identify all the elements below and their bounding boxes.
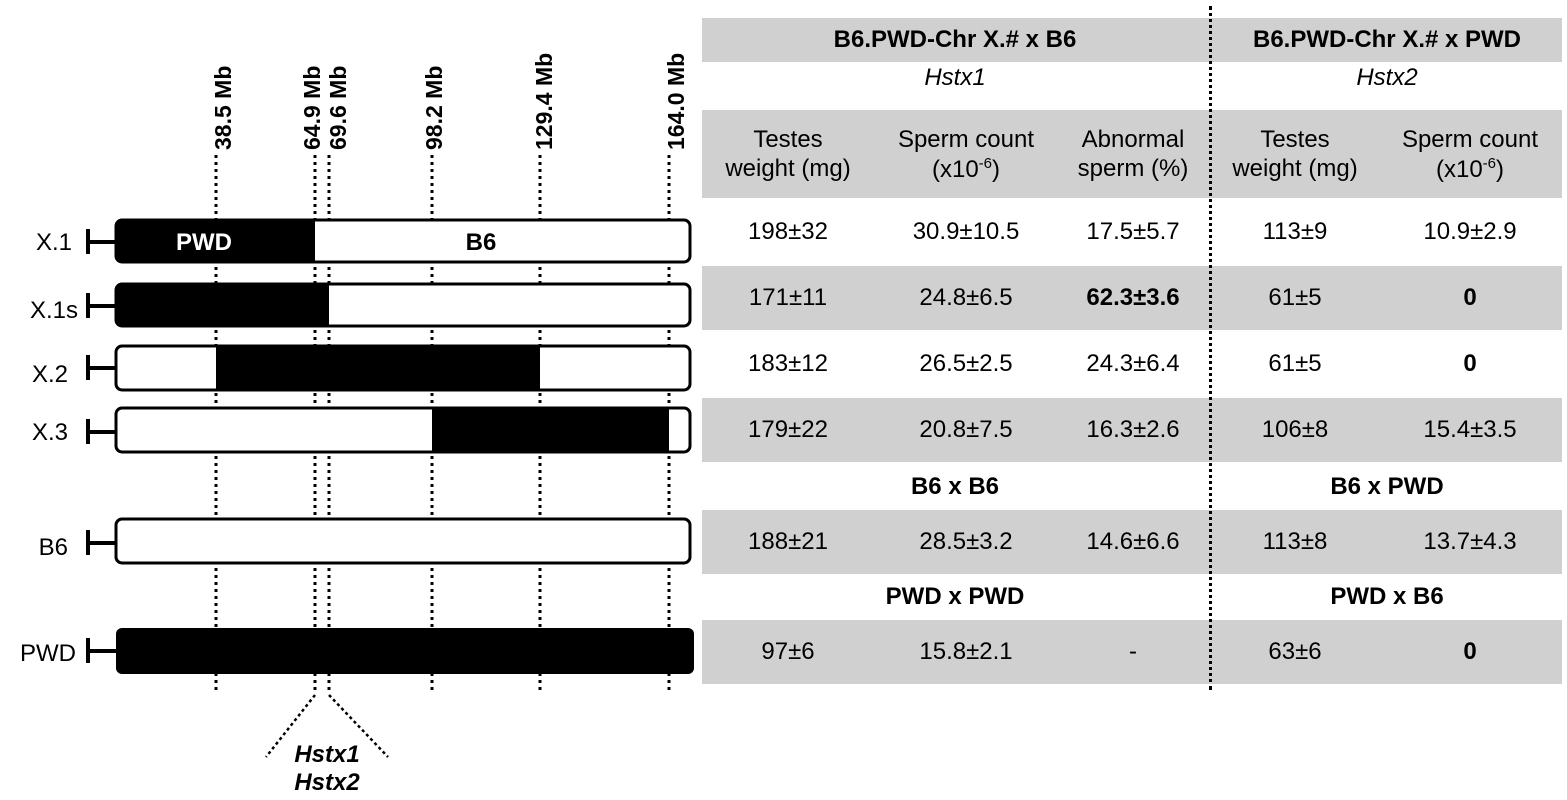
table-cell: 17.5±5.7 bbox=[1086, 217, 1180, 245]
col-header-sperm-count: Sperm count (x10-6) bbox=[874, 112, 1058, 198]
cross2-locus: Hstx2 bbox=[1356, 63, 1418, 91]
locus-hstx1: Hstx1 bbox=[294, 741, 359, 768]
table-cell: 0 bbox=[1463, 283, 1477, 311]
cross1-title: B6.PWD-Chr X.# x B6 bbox=[833, 25, 1077, 53]
strain-label: X.2 bbox=[32, 361, 68, 388]
pwd-segment bbox=[432, 408, 669, 452]
table-cell: 15.4±3.5 bbox=[1423, 415, 1517, 443]
table-cell: 97±6 bbox=[761, 637, 815, 665]
marker-label-98-2: 98.2 Mb bbox=[421, 66, 447, 150]
table-cell: 183±12 bbox=[748, 349, 828, 377]
col-header-line: sperm (%) bbox=[1077, 155, 1189, 182]
col-header-line: Sperm count bbox=[1401, 125, 1539, 153]
pwd-segment bbox=[116, 284, 329, 326]
row-band-b6 bbox=[702, 510, 1562, 574]
table-cell: 179±22 bbox=[748, 415, 828, 443]
table-cell: 10.9±2.9 bbox=[1423, 217, 1517, 245]
subheader-pwd-x-b6: PWD x B6 bbox=[1330, 582, 1444, 610]
table-cell: 61±5 bbox=[1268, 283, 1322, 311]
locus-callout: Hstx1 Hstx2 bbox=[265, 694, 389, 796]
col-header-line: weight (mg) bbox=[1232, 155, 1358, 182]
cross-divider bbox=[1209, 6, 1212, 690]
marker-label-64-9: 64.9 Mb bbox=[299, 66, 325, 150]
centromere-icon bbox=[86, 419, 116, 444]
row-band-x3 bbox=[702, 398, 1562, 462]
col-header-testes-weight-2: Testes weight (mg) bbox=[1212, 112, 1378, 198]
table-cell: 0 bbox=[1463, 349, 1477, 377]
col-header-line: (x10-6) bbox=[931, 154, 1001, 183]
strain-row-x2: X.2 bbox=[32, 344, 692, 392]
table-cell: 106±8 bbox=[1261, 415, 1329, 443]
col-header-sperm-count-2: Sperm count (x10-6) bbox=[1378, 112, 1562, 198]
chromosome-bar bbox=[114, 517, 692, 565]
strain-row-b6: B6 bbox=[39, 517, 692, 565]
col-header-abnormal-sperm: Abnormal sperm (%) bbox=[1058, 112, 1208, 198]
chromosome-map: 38.5 Mb 64.9 Mb 69.6 Mb 98.2 Mb 129.4 Mb… bbox=[20, 53, 694, 796]
col-header-line: weight (mg) bbox=[725, 155, 851, 182]
table-cell: 198±32 bbox=[748, 217, 828, 245]
centromere-icon bbox=[86, 229, 116, 254]
marker-label-129-4: 129.4 Mb bbox=[531, 53, 557, 150]
strain-label: PWD bbox=[20, 640, 76, 667]
subheader-b6-x-pwd: B6 x PWD bbox=[1330, 472, 1444, 500]
table-cell: 62.3±3.6 bbox=[1086, 283, 1180, 311]
subheader-pwd-x-pwd: PWD x PWD bbox=[885, 582, 1025, 610]
col-header-line: Sperm count bbox=[897, 125, 1035, 153]
col-header-line: Abnormal bbox=[1081, 126, 1185, 154]
table-cell: 20.8±7.5 bbox=[919, 415, 1013, 443]
centromere-icon bbox=[86, 530, 116, 555]
table-cell: 16.3±2.6 bbox=[1086, 415, 1180, 443]
segment-label-b6: B6 bbox=[466, 229, 497, 256]
table-cell: 30.9±10.5 bbox=[912, 217, 1020, 245]
col-header-line: Testes bbox=[1260, 126, 1330, 154]
table-cell: 61±5 bbox=[1268, 349, 1322, 377]
row-band-pwd bbox=[702, 620, 1562, 684]
col-header-line: Testes bbox=[753, 126, 823, 154]
centromere-icon bbox=[86, 638, 116, 663]
pwd-segment bbox=[116, 220, 315, 262]
subheader-b6-x-b6: B6 x B6 bbox=[910, 472, 1000, 500]
strain-label: X.1 bbox=[36, 229, 72, 256]
centromere-icon bbox=[86, 293, 116, 318]
strain-row-x1s: X.1s bbox=[30, 282, 692, 328]
header-band-title bbox=[702, 18, 1562, 62]
header-band-columns bbox=[702, 110, 1562, 198]
table-cell: 113±9 bbox=[1262, 217, 1328, 245]
marker-label-69-6: 69.6 Mb bbox=[325, 66, 351, 150]
strain-row-pwd: PWD bbox=[20, 628, 694, 674]
strain-row-x1: X.1 PWD B6 bbox=[36, 218, 692, 264]
strain-label: X.3 bbox=[32, 419, 68, 446]
table-cell: 24.8±6.5 bbox=[919, 283, 1013, 311]
table-cell: 113±8 bbox=[1262, 527, 1328, 555]
table-cell: 0 bbox=[1463, 637, 1477, 665]
strain-label: X.1s bbox=[30, 297, 78, 324]
cross2-title: B6.PWD-Chr X.# x PWD bbox=[1252, 25, 1522, 53]
table-cell: 28.5±3.2 bbox=[919, 527, 1013, 555]
table-cell: - bbox=[1129, 637, 1137, 665]
cross1-locus: Hstx1 bbox=[924, 63, 986, 91]
table-cell: 13.7±4.3 bbox=[1423, 527, 1517, 555]
col-header-testes-weight: Testes weight (mg) bbox=[702, 112, 874, 198]
table-cell: 171±11 bbox=[748, 283, 828, 311]
segment-label-pwd: PWD bbox=[176, 229, 232, 256]
pwd-segment bbox=[216, 346, 540, 390]
table-cell: 14.6±6.6 bbox=[1086, 527, 1180, 555]
table-cell: 26.5±2.5 bbox=[919, 349, 1013, 377]
strain-label: B6 bbox=[39, 534, 68, 561]
row-band-x1s bbox=[702, 266, 1562, 330]
col-header-line: (x10-6) bbox=[1435, 154, 1505, 183]
marker-label-38-5: 38.5 Mb bbox=[210, 66, 236, 150]
locus-hstx2: Hstx2 bbox=[294, 769, 360, 796]
strain-row-x3: X.3 bbox=[32, 406, 692, 454]
table-cell: 15.8±2.1 bbox=[919, 637, 1013, 665]
chromosome-bar-pwd bbox=[116, 628, 694, 674]
table-cell: 24.3±6.4 bbox=[1086, 349, 1180, 377]
centromere-icon bbox=[86, 355, 116, 380]
table-cell: 63±6 bbox=[1268, 637, 1322, 665]
table-cell: 188±21 bbox=[748, 527, 828, 555]
marker-label-164-0: 164.0 Mb bbox=[663, 53, 689, 150]
